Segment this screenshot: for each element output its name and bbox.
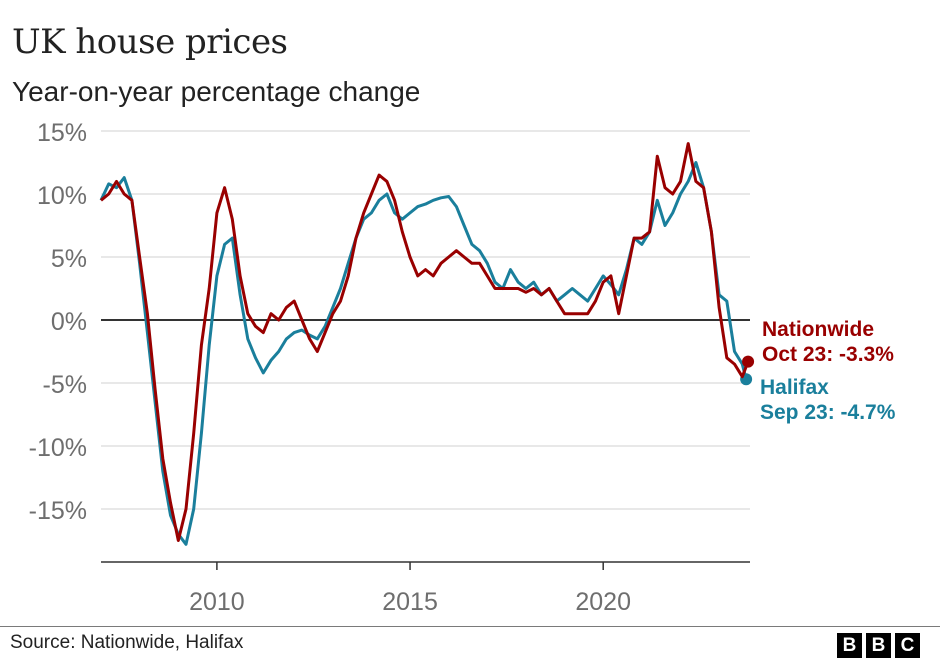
x-tick-label: 2010 <box>189 588 245 616</box>
y-tick-label: -15% <box>29 497 87 525</box>
line-chart: 15% 10% 5% 0% -5% -10% -15% 2010 2015 2020 Halif… <box>29 119 896 616</box>
endpoint-marker-nationwide <box>742 355 755 368</box>
series-line-halifax <box>99 161 748 546</box>
series-value-halifax: Sep 23: -4.7% <box>760 401 896 424</box>
chart-subtitle: Year-on-year percentage change <box>12 76 421 107</box>
series-lines <box>99 142 755 546</box>
bbc-logo: B B C <box>837 633 920 658</box>
bbc-logo-letter-2: B <box>866 633 891 658</box>
y-tick-label: -5% <box>43 371 87 399</box>
y-tick-label: 15% <box>37 119 87 147</box>
series-label-halifax: Halifax <box>760 376 829 399</box>
y-tick-label: 10% <box>37 182 87 210</box>
source-note: Source: Nationwide, Halifax <box>10 632 244 653</box>
x-axis: 2010 2015 2020 <box>101 561 750 616</box>
y-axis-ticks: 15% 10% 5% 0% -5% -10% -15% <box>29 119 87 525</box>
chart-title: UK house prices <box>12 22 288 62</box>
series-line-nationwide <box>100 142 750 542</box>
series-value-nationwide: Oct 23: -3.3% <box>762 343 894 366</box>
bbc-logo-letter-1: B <box>837 633 862 658</box>
gridlines <box>101 130 750 510</box>
y-tick-label: 0% <box>51 308 87 336</box>
footer-divider <box>0 626 940 627</box>
y-tick-label: -10% <box>29 434 87 462</box>
series-label-nationwide: Nationwide <box>762 318 874 341</box>
bbc-logo-letter-3: C <box>895 633 920 658</box>
x-tick-label: 2015 <box>382 588 438 616</box>
y-tick-label: 5% <box>51 245 87 273</box>
x-tick-label: 2020 <box>575 588 631 616</box>
